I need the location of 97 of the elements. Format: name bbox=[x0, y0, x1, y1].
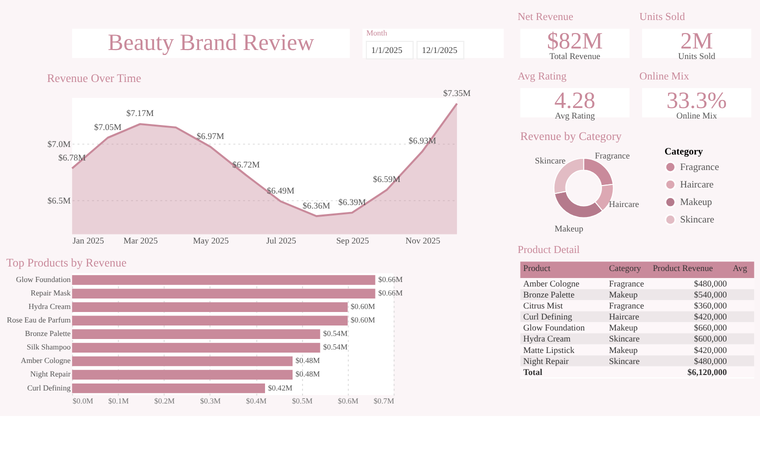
data-label: $0.48M bbox=[296, 356, 320, 366]
text: Makeup bbox=[608, 344, 638, 355]
y-tick-label: Amber Cologne bbox=[20, 356, 72, 366]
text: $660,000 bbox=[694, 322, 727, 333]
text: $6.97M bbox=[196, 130, 224, 141]
text: $420,000 bbox=[694, 312, 727, 322]
category-label: Product bbox=[523, 263, 552, 274]
text: $6.36M bbox=[302, 200, 330, 210]
text: Month bbox=[366, 28, 388, 38]
x-tick-label: $0.1M bbox=[108, 396, 129, 406]
slice-label: Skincare bbox=[534, 155, 566, 166]
y-tick-label: Night Repair bbox=[30, 370, 72, 379]
x-tick-label: $0.3M bbox=[200, 396, 221, 406]
text: Makeup bbox=[608, 322, 638, 333]
text: $6.72M bbox=[232, 159, 260, 170]
slice-label: Makeup bbox=[554, 224, 584, 234]
text: Citrus Mist bbox=[523, 300, 563, 311]
data-label: $0.42M bbox=[268, 383, 292, 392]
y-tick-label: Curl Defining bbox=[27, 383, 71, 392]
y-tick-label: Hydra Cream bbox=[28, 302, 71, 312]
slice-label: Fragrance bbox=[594, 150, 630, 160]
x-tick-label: $0.7M bbox=[374, 396, 394, 406]
text: Curl Defining bbox=[523, 312, 572, 322]
text: $480,000 bbox=[694, 278, 727, 289]
legend-title: Category bbox=[664, 146, 704, 158]
text: $540,000 bbox=[694, 290, 727, 300]
data-label: $0.48M bbox=[296, 370, 320, 379]
text: Units Sold bbox=[678, 50, 716, 61]
text: Total bbox=[523, 366, 542, 377]
text: $7.05M bbox=[94, 122, 122, 132]
y-tick-label: $7.0M bbox=[48, 138, 71, 149]
data-label: $0.66M bbox=[378, 288, 403, 298]
text: Online Mix bbox=[676, 110, 718, 120]
text: Hydra Cream bbox=[523, 334, 571, 344]
text: $6.39M bbox=[338, 196, 366, 207]
text: Amber Cologne bbox=[523, 278, 580, 289]
x-tick-label: May 2025 bbox=[193, 236, 230, 246]
text: Avg Rating bbox=[554, 110, 596, 120]
data-label: $0.60M bbox=[350, 316, 376, 325]
y-tick-label: Bronze Palette bbox=[25, 329, 72, 338]
legend-label: Fragrance bbox=[680, 162, 720, 173]
legend-label: Skincare bbox=[680, 214, 714, 226]
y-tick-label: Glow Foundation bbox=[16, 274, 71, 284]
text: $7.17M bbox=[126, 108, 154, 118]
text: Online Mix bbox=[639, 70, 690, 83]
x-tick-label: Jan 2025 bbox=[72, 236, 105, 246]
x-tick-label: Jul 2025 bbox=[266, 236, 297, 246]
text: Total Revenue bbox=[550, 50, 600, 61]
category-label: Avg bbox=[732, 263, 748, 274]
chart-title: Top Products by Revenue bbox=[6, 256, 127, 270]
y-tick-label: Repair Mask bbox=[30, 288, 71, 298]
category-label: Product Revenue bbox=[652, 263, 713, 274]
text: Haircare bbox=[608, 312, 640, 322]
text: Avg Rating bbox=[518, 70, 568, 83]
data-label: $0.54M bbox=[323, 342, 348, 352]
legend-label: Haircare bbox=[680, 180, 714, 191]
legend-label: Makeup bbox=[680, 197, 712, 208]
text: Fragrance bbox=[608, 278, 644, 289]
text: Night Repair bbox=[523, 356, 569, 366]
chart-title: Revenue by Category bbox=[520, 130, 622, 143]
data-label: $0.60M bbox=[350, 302, 376, 312]
text: Units Sold bbox=[639, 11, 686, 24]
text: $360,000 bbox=[694, 300, 727, 311]
x-tick-label: $0.5M bbox=[292, 396, 313, 406]
text: Skincare bbox=[608, 334, 640, 344]
text: 1/1/2025 bbox=[371, 45, 403, 56]
text: Makeup bbox=[608, 290, 638, 300]
text: Product Detail bbox=[518, 244, 580, 256]
text: Glow Foundation bbox=[523, 322, 585, 333]
x-tick-label: $0.2M bbox=[154, 396, 175, 406]
y-tick-label: Silk Shampoo bbox=[26, 342, 71, 352]
y-tick-label: $6.5M bbox=[48, 196, 71, 206]
text: Net Revenue bbox=[518, 11, 574, 24]
x-tick-label: Sep 2025 bbox=[336, 236, 370, 246]
text: $480,000 bbox=[694, 356, 727, 366]
x-tick-label: Nov 2025 bbox=[406, 236, 441, 246]
slice-label: Haircare bbox=[608, 198, 640, 209]
chart-title: Revenue Over Time bbox=[47, 72, 142, 86]
text: Beauty Brand Review bbox=[108, 30, 314, 56]
text: 12/1/2025 bbox=[422, 45, 458, 56]
text: $6,120,000 bbox=[687, 366, 727, 377]
y-tick-label: Rose Eau de Parfum bbox=[6, 316, 71, 325]
x-tick-label: $0.6M bbox=[338, 396, 359, 406]
category-label: Category bbox=[608, 263, 642, 274]
text: $600,000 bbox=[694, 334, 727, 344]
text: $420,000 bbox=[694, 344, 727, 355]
x-tick-label: $0.4M bbox=[246, 396, 267, 406]
x-tick-label: Mar 2025 bbox=[123, 236, 158, 246]
text: $7.35M bbox=[443, 88, 471, 98]
data-label: $0.66M bbox=[378, 274, 403, 284]
text: Bronze Palette bbox=[523, 290, 574, 300]
text: Skincare bbox=[608, 356, 640, 366]
data-label: $0.54M bbox=[323, 329, 348, 338]
x-tick-label: $0.0M bbox=[72, 396, 94, 406]
text: Fragrance bbox=[608, 300, 644, 311]
text: Matte Lipstick bbox=[523, 344, 575, 355]
text: $6.49M bbox=[266, 186, 294, 196]
